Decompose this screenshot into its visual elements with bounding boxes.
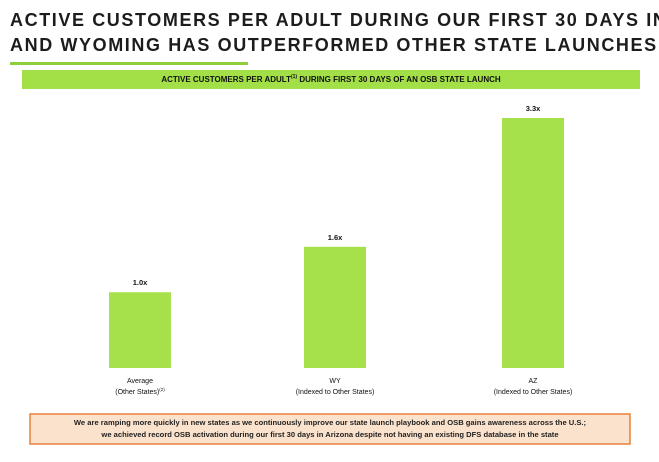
- title-note: (1): [291, 74, 297, 80]
- plot: 1.0x Average (Other States)(2) 1.6x WY (Index…: [109, 104, 572, 396]
- x-tick-label: Average: [127, 378, 153, 385]
- headline: AND WYOMING HAS OUTPERFORMED OTHER STATE…: [10, 35, 658, 55]
- category-note: (Indexed to Other States): [296, 389, 375, 396]
- title-text: ACTIVE CUSTOMERS PER ADULT: [161, 75, 291, 84]
- value-label: 1.0x: [133, 278, 148, 287]
- bar: [502, 118, 564, 368]
- chart-title: ACTIVE CUSTOMERS PER ADULT(1) DURING FIR…: [161, 74, 501, 84]
- underline: [10, 62, 248, 65]
- category-note-text: (Indexed to Other States): [494, 389, 573, 396]
- bar: [304, 246, 366, 368]
- title-text: DURING FIRST 30 DAYS OF AN OSB STATE LAU…: [297, 75, 501, 84]
- footnote: we achieved record OSB activation during…: [100, 430, 558, 439]
- category-note-text: (Indexed to Other States): [296, 389, 375, 396]
- value-label: 1.6x: [328, 233, 343, 242]
- footnote-box: [29, 413, 631, 445]
- headline: ACTIVE CUSTOMERS PER ADULT DURING OUR FI…: [10, 10, 659, 30]
- footnote: We are ramping more quickly in new state…: [74, 418, 586, 427]
- category-note: (Other States)(2): [115, 387, 165, 396]
- value-label: 3.3x: [526, 104, 541, 113]
- bar: [109, 292, 171, 368]
- title-bar: [22, 70, 640, 89]
- category-note-mark: (2): [159, 387, 165, 392]
- x-tick-label: WY: [329, 378, 341, 385]
- x-tick-label: AZ: [529, 378, 539, 385]
- category-note-text: (Other States): [115, 389, 159, 396]
- category-note: (Indexed to Other States): [494, 389, 573, 396]
